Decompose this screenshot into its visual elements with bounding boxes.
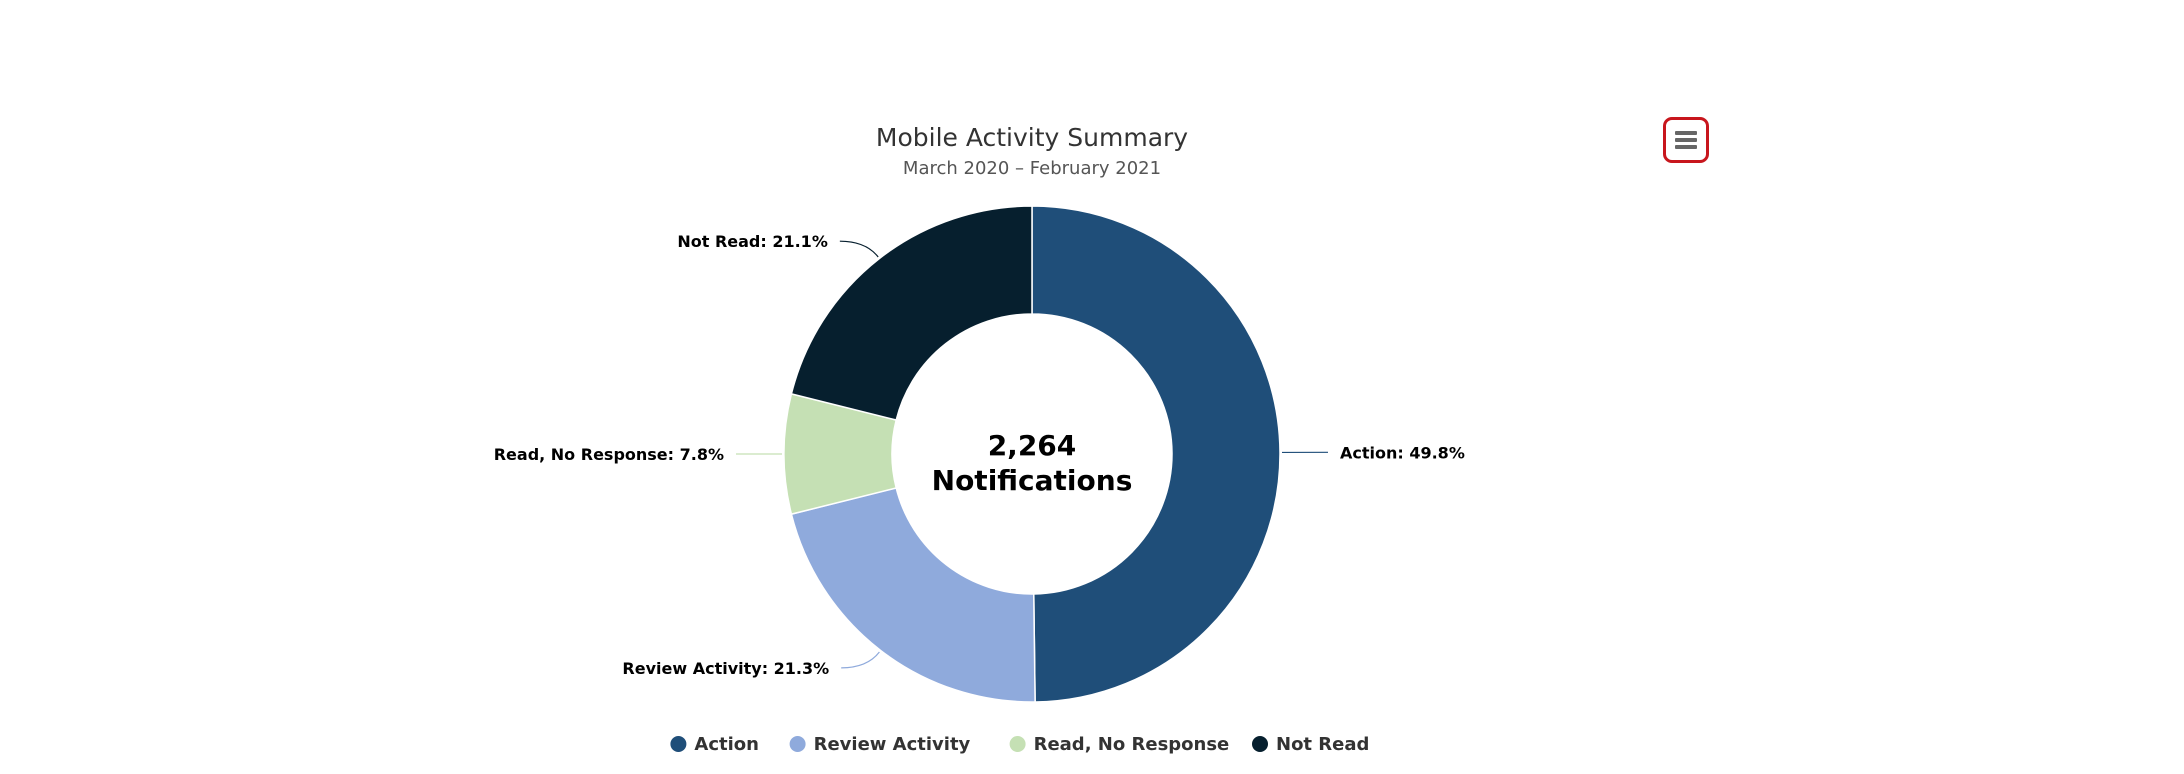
data-label-not-read: Not Read: 21.1%	[677, 232, 828, 251]
legend-label-review-activity: Review Activity	[814, 734, 971, 755]
data-label-review-activity: Review Activity: 21.3%	[622, 659, 829, 678]
connector-not-read	[839, 240, 879, 258]
legend-item-not-read[interactable]: Not Read	[1252, 734, 1369, 755]
chart-menu-button[interactable]	[1663, 117, 1709, 163]
legend-item-action[interactable]: Action	[670, 734, 759, 755]
label-connectors	[736, 240, 1328, 669]
connector-review-activity	[841, 651, 880, 669]
legend-marker-not-read	[1252, 736, 1268, 752]
legend-marker-read-no-response	[1009, 736, 1026, 752]
center-total-value: 2,264	[988, 429, 1077, 462]
slice-review-activity[interactable]	[790, 487, 1036, 703]
legend-label-action: Action	[694, 734, 759, 755]
hamburger-menu-icon	[1675, 131, 1697, 149]
legend-marker-review-activity	[789, 736, 806, 752]
center-total-caption: Notifications	[932, 464, 1133, 497]
chart-title: Mobile Activity Summary	[876, 123, 1188, 152]
slice-not-read[interactable]	[790, 205, 1033, 421]
data-label-action: Action: 49.8%	[1340, 443, 1465, 462]
legend-item-read-no-response[interactable]: Read, No Response	[1009, 734, 1230, 755]
chart-legend: Action Review Activity Read, No Response No…	[670, 734, 1369, 755]
legend-label-read-no-response: Read, No Response	[1034, 734, 1230, 755]
chart-subtitle: March 2020 – February 2021	[903, 158, 1161, 179]
legend-label-not-read: Not Read	[1276, 734, 1369, 755]
data-label-read-no-response: Read, No Response: 7.8%	[494, 445, 724, 464]
legend-marker-action	[670, 736, 687, 752]
legend-item-review-activity[interactable]: Review Activity	[789, 734, 971, 755]
data-labels: Action: 49.8% Review Activity: 21.3% Read,…	[494, 232, 1465, 678]
donut-slices	[783, 205, 1281, 703]
slice-action[interactable]	[1031, 205, 1281, 703]
